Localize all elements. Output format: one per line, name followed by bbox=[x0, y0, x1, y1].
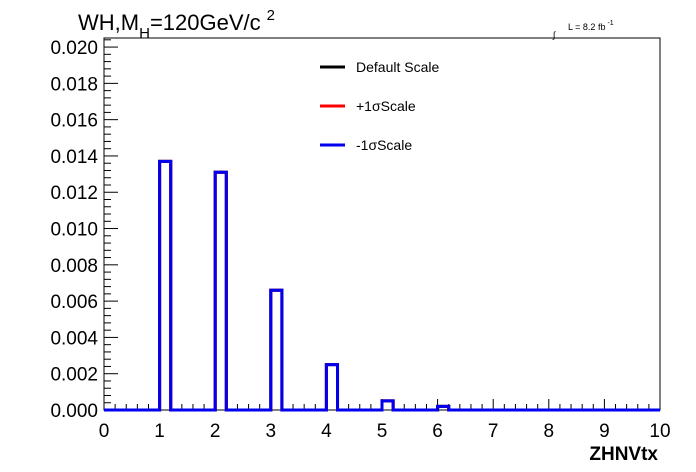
x-axis: 0 1 2 3 4 5 6 7 8 9 10 bbox=[99, 399, 671, 442]
y-tick-label: 0.016 bbox=[50, 111, 98, 132]
x-tick-label: 4 bbox=[321, 421, 332, 442]
y-tick-label: 0.000 bbox=[50, 401, 98, 422]
plot-frame bbox=[103, 37, 661, 411]
legend: Default Scale +1σScale -1σScale bbox=[320, 59, 439, 153]
x-tick-label: 3 bbox=[266, 421, 277, 442]
series-1 bbox=[104, 159, 660, 412]
x-tick-label: 7 bbox=[488, 421, 499, 442]
title-value: =120GeV/c bbox=[150, 10, 261, 35]
histogram-line bbox=[104, 159, 660, 412]
title-superscript: 2 bbox=[267, 7, 275, 24]
lumi-value: L = 8.2 fb bbox=[568, 22, 605, 32]
lumi-exponent: -1 bbox=[607, 20, 613, 27]
y-tick-label: 0.018 bbox=[50, 74, 98, 95]
x-tick-label: 10 bbox=[649, 421, 670, 442]
lumi-text: L = 8.2 fb -1 bbox=[568, 20, 614, 32]
legend-label: +1σScale bbox=[356, 98, 416, 114]
x-tick-label: 1 bbox=[154, 421, 165, 442]
chart-title: WH,MH=120GeV/c 2 bbox=[78, 7, 275, 42]
y-tick-label: 0.004 bbox=[50, 328, 98, 349]
x-tick-label: 0 bbox=[99, 421, 110, 442]
y-tick-label: 0.012 bbox=[50, 183, 98, 204]
histogram-bin bbox=[160, 161, 171, 410]
histogram-line bbox=[104, 159, 660, 412]
histogram-bin bbox=[326, 365, 337, 410]
x-tick-label: 5 bbox=[377, 421, 388, 442]
y-tick-label: 0.010 bbox=[50, 220, 98, 241]
x-tick-label: 8 bbox=[544, 421, 555, 442]
y-tick-label: 0.006 bbox=[50, 292, 98, 313]
x-tick-label: 6 bbox=[432, 421, 443, 442]
histogram-bin bbox=[215, 172, 226, 410]
histogram-bin bbox=[326, 365, 337, 410]
legend-label: Default Scale bbox=[356, 59, 439, 75]
series-2 bbox=[104, 159, 660, 412]
y-axis: 0.000 0.002 0.004 0.006 0.008 0.010 0.012 0.014… bbox=[50, 38, 118, 422]
y-tick-label: 0.008 bbox=[50, 256, 98, 277]
histogram-bin bbox=[215, 172, 226, 410]
series-layer bbox=[104, 159, 660, 412]
x-tick-label: 9 bbox=[599, 421, 610, 442]
histogram-bin bbox=[215, 172, 226, 410]
histogram-bin bbox=[271, 290, 282, 410]
histogram-bin bbox=[271, 290, 282, 410]
legend-label: -1σScale bbox=[356, 137, 412, 153]
lumi-integral-symbol: ∫ bbox=[552, 30, 557, 40]
histogram-bin bbox=[160, 161, 171, 410]
x-tick-label: 2 bbox=[210, 421, 221, 442]
y-tick-label: 0.020 bbox=[50, 38, 98, 59]
title-prefix: WH,M bbox=[78, 10, 139, 35]
y-tick-label: 0.002 bbox=[50, 365, 98, 386]
histogram-bin bbox=[160, 161, 171, 410]
x-axis-label: ZHNVtx bbox=[589, 444, 658, 465]
y-tick-label: 0.014 bbox=[50, 147, 98, 168]
series-3 bbox=[104, 159, 660, 412]
histogram-bin bbox=[271, 290, 282, 410]
histogram-bin bbox=[326, 365, 337, 410]
title-subscript: H bbox=[139, 25, 150, 42]
histogram-line bbox=[104, 159, 660, 412]
